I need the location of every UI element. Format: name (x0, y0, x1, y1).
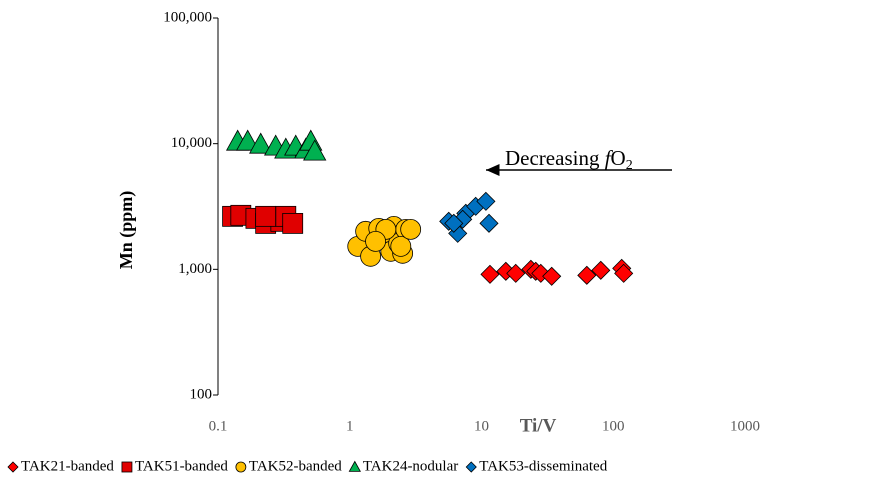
y-axis-label: Mn (ppm) (116, 191, 137, 270)
legend-label: TAK53-disseminated (479, 458, 607, 474)
x-tick-label: 1000 (730, 418, 760, 434)
x-axis-label: Ti/V (520, 415, 557, 436)
x-tick-label: 10 (474, 418, 489, 434)
legend-label: TAK21-banded (21, 458, 114, 474)
annotation-subscript: 2 (626, 158, 633, 173)
legend-label: TAK51-banded (135, 458, 228, 474)
point (255, 205, 277, 227)
annotation-text: O (611, 146, 626, 170)
legend-label: TAK24-nodular (363, 458, 458, 474)
point (591, 260, 611, 280)
legend-marker (465, 461, 477, 473)
annotation-text: Decreasing (505, 146, 605, 170)
point (390, 235, 412, 257)
point (282, 213, 304, 234)
point (542, 266, 562, 286)
point (614, 263, 634, 283)
point (400, 218, 422, 240)
point (506, 263, 526, 283)
y-tick-label: 100,000 (163, 9, 212, 25)
legend-item: TAK21-banded (7, 458, 114, 474)
point (577, 265, 597, 285)
y-tick-label: 1,000 (178, 261, 212, 277)
y-tick-label: 10,000 (171, 135, 212, 151)
x-tick-label: 0.1 (209, 418, 228, 434)
x-tick-label: 1 (346, 418, 354, 434)
point (303, 139, 327, 161)
legend-item: TAK24-nodular (348, 458, 458, 474)
point (476, 191, 496, 211)
legend-marker (348, 460, 361, 472)
point (236, 129, 260, 151)
legend-marker (121, 461, 133, 473)
legend-label: TAK52-banded (249, 458, 342, 474)
x-tick-label: 100 (602, 418, 625, 434)
legend-item: TAK51-banded (121, 458, 228, 474)
point (444, 213, 464, 233)
annotation: Decreasing fO2 (505, 146, 633, 173)
annotation-italic: f (605, 146, 614, 170)
y-tick-label: 100 (190, 386, 213, 402)
point (249, 132, 273, 154)
legend-item: TAK52-banded (235, 458, 342, 474)
legend-marker (7, 461, 19, 473)
point (365, 230, 386, 252)
legend-item: TAK53-disseminated (465, 458, 608, 474)
legend-marker (235, 461, 247, 473)
point (480, 264, 500, 284)
point (479, 213, 499, 233)
